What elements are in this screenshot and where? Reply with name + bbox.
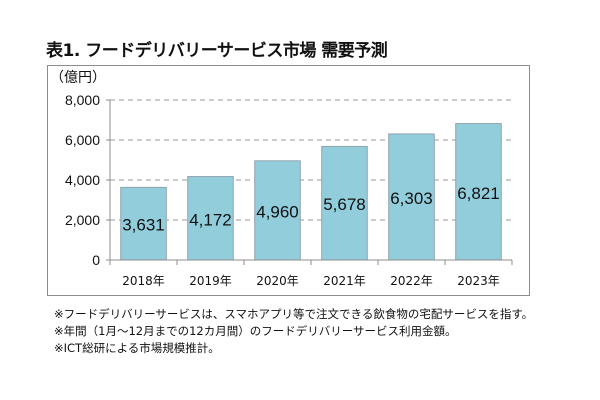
x-tick-label: 2019年 [189,274,232,288]
bars [120,123,502,261]
x-tick-label: 2022年 [390,274,433,288]
y-tick-label: 2,000 [65,212,100,228]
x-tick-label: 2018年 [122,274,165,288]
footnote: ※年間（1月〜12月までの12カ月間）のフードデリバリーサービス利用金額。 [54,324,457,338]
bar [455,123,502,261]
y-axis-unit-label: （億円） [50,70,106,86]
x-tick-labels: 2018年 2019年 2020年 2021年 2022年 2023年 [122,274,500,288]
data-labels: 3,631 4,172 4,960 5,678 6,303 6,821 [122,184,500,235]
y-tick-label: 6,000 [65,132,100,148]
gridlines [110,99,514,221]
bar [120,186,167,261]
y-tick-label: 4,000 [65,172,100,188]
y-tick-labels: 0 2,000 4,000 6,000 8,000 [65,92,100,268]
chart-frame [47,65,530,296]
data-label: 3,631 [122,216,165,235]
data-label: 4,960 [256,202,299,221]
axes [106,99,513,265]
bar [187,176,234,261]
x-tick-label: 2020年 [256,274,299,288]
y-tick-label: 8,000 [65,92,100,108]
chart-title: 表1. フードデリバリーサービス市場 需要予測 [46,41,388,61]
data-label: 6,303 [390,189,433,208]
x-tick-label: 2021年 [323,274,366,288]
data-label: 6,821 [457,184,500,203]
footnote: ※ICT総研による市場規模推計。 [54,341,220,355]
data-label: 5,678 [323,195,366,214]
footnote: ※フードデリバリーサービスは、スマホアプリ等で注文できる飲食物の宅配サービスを指… [54,307,534,321]
footnotes: ※フードデリバリーサービスは、スマホアプリ等で注文できる飲食物の宅配サービスを指… [54,306,533,357]
bar [321,145,368,261]
y-tick-label: 0 [92,252,100,268]
x-tick-label: 2023年 [457,274,500,288]
data-label: 4,172 [189,210,232,229]
